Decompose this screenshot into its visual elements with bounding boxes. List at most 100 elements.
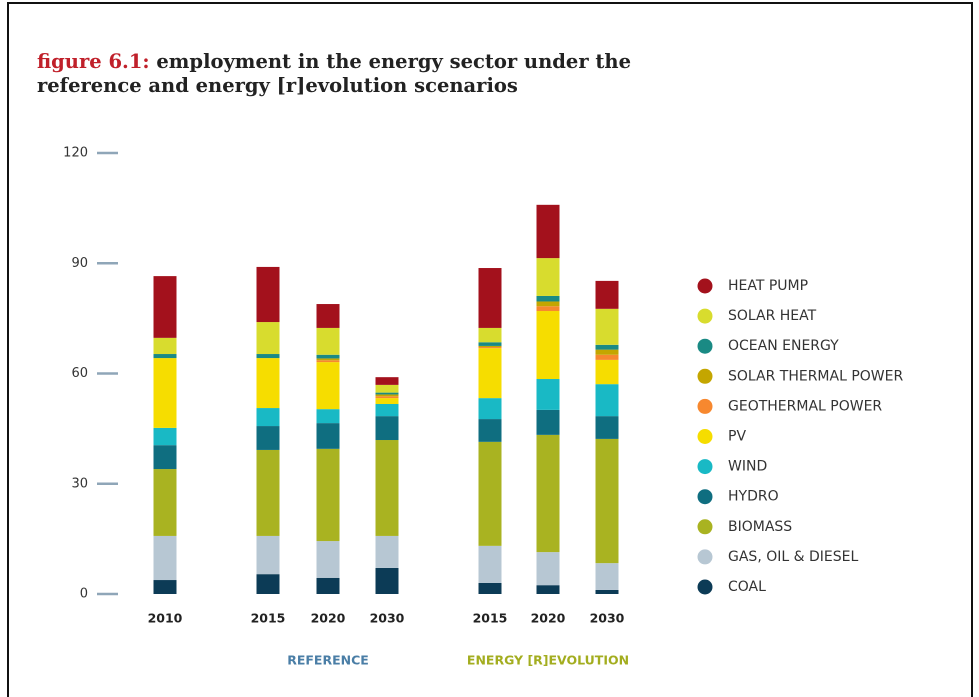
bar-segment: [478, 348, 502, 399]
bar-segment: [375, 398, 399, 405]
bar-segment: [316, 409, 340, 424]
bar-segment: [595, 563, 619, 590]
bar-segment: [153, 427, 177, 446]
legend-label: OCEAN ENERGY: [728, 338, 839, 354]
legend-swatch: [697, 308, 713, 324]
bar-segment: [153, 354, 177, 359]
bar-segment: [478, 398, 502, 420]
bar-segment: [595, 359, 619, 385]
legend-label: BIOMASS: [728, 519, 792, 535]
legend-label: SOLAR HEAT: [728, 308, 817, 324]
bar-segment: [256, 266, 280, 323]
x-tick-label: 2020: [311, 611, 346, 626]
bar-segment: [375, 567, 399, 594]
group-label: ENERGY [R]EVOLUTION: [467, 653, 629, 668]
y-tick-label: 30: [71, 476, 88, 491]
bar-segment: [595, 280, 619, 309]
bar-segment: [153, 535, 177, 581]
x-tick-label: 2030: [590, 611, 625, 626]
title-label: figure 6.1:: [37, 50, 150, 73]
legend-swatch: [697, 549, 713, 565]
bar-segment: [536, 552, 560, 586]
bar-segment: [375, 416, 399, 441]
y-tick-label: 0: [80, 587, 88, 602]
y-tick-label: 60: [71, 366, 88, 381]
legend-swatch: [697, 519, 713, 535]
legend-label: WIND: [728, 459, 767, 475]
bar-segment: [316, 577, 340, 594]
legend-label: COAL: [728, 579, 766, 595]
bar-segment: [316, 360, 340, 363]
bar-segment: [536, 204, 560, 259]
bar-segment: [375, 394, 399, 397]
legend-label: GAS, OIL & DIESEL: [728, 549, 858, 565]
chart-title: employment in the energy sector under th…: [37, 50, 631, 97]
legend-swatch: [697, 579, 713, 595]
x-tick-label: 2030: [370, 611, 405, 626]
bar-segment: [595, 349, 619, 355]
bar-segment: [595, 344, 619, 350]
legend-swatch: [697, 278, 713, 294]
bar-segment: [536, 295, 560, 302]
legend-swatch: [697, 489, 713, 505]
bar-segment: [595, 384, 619, 417]
bar-segment: [536, 379, 560, 410]
group-label: REFERENCE: [287, 653, 369, 668]
bar-segment: [256, 358, 280, 409]
legend-swatch: [697, 338, 713, 354]
bar-segment: [256, 426, 280, 450]
bar-segment: [595, 438, 619, 564]
chart-title-block: figure 6.1: employment in the energy sec…: [37, 50, 737, 98]
x-tick-label: 2010: [148, 611, 183, 626]
bar-segment: [595, 308, 619, 345]
legend-swatch: [697, 368, 713, 384]
bar-segment: [316, 327, 340, 355]
bar-segment: [478, 441, 502, 546]
x-tick-label: 2015: [473, 611, 508, 626]
bar-segment: [256, 535, 280, 575]
y-tick-label: 120: [63, 146, 88, 161]
bar-segment: [256, 322, 280, 355]
legend-swatch: [697, 398, 713, 414]
bar-segment: [536, 258, 560, 296]
bar-segment: [375, 377, 399, 385]
bar-segment: [478, 419, 502, 442]
y-tick-label: 90: [71, 256, 88, 271]
bar-segment: [536, 409, 560, 435]
bar-segment: [316, 354, 340, 359]
bar-segment: [153, 358, 177, 428]
bar-segment: [478, 327, 502, 343]
legend-swatch: [697, 429, 713, 444]
frame: [7, 2, 973, 697]
bar-segment: [595, 416, 619, 439]
bar-segment: [256, 449, 280, 536]
bar-segment: [256, 574, 280, 594]
legend-label: PV: [728, 429, 746, 445]
legend-swatch: [697, 459, 713, 475]
bar-segment: [375, 384, 399, 393]
bar-segment: [316, 448, 340, 542]
bar-segment: [153, 337, 177, 355]
bar-segment: [375, 535, 399, 568]
legend-label: SOLAR THERMAL POWER: [728, 368, 903, 384]
bar-segment: [536, 585, 560, 594]
x-tick-label: 2015: [251, 611, 286, 626]
bar-segment: [153, 580, 177, 594]
bar-segment: [256, 354, 280, 359]
bar-segment: [375, 404, 399, 417]
bar-segment: [375, 440, 399, 536]
legend-label: HYDRO: [728, 489, 779, 505]
bar-segment: [478, 268, 502, 328]
x-tick-label: 2020: [531, 611, 566, 626]
bar-segment: [478, 545, 502, 583]
bar-segment: [375, 392, 399, 395]
bar-segment: [256, 408, 280, 427]
bar-segment: [536, 301, 560, 307]
bar-segment: [536, 311, 560, 380]
bar-segment: [316, 362, 340, 410]
bar-segment: [153, 276, 177, 338]
legend-label: HEAT PUMP: [728, 278, 808, 294]
bar-segment: [478, 582, 502, 594]
